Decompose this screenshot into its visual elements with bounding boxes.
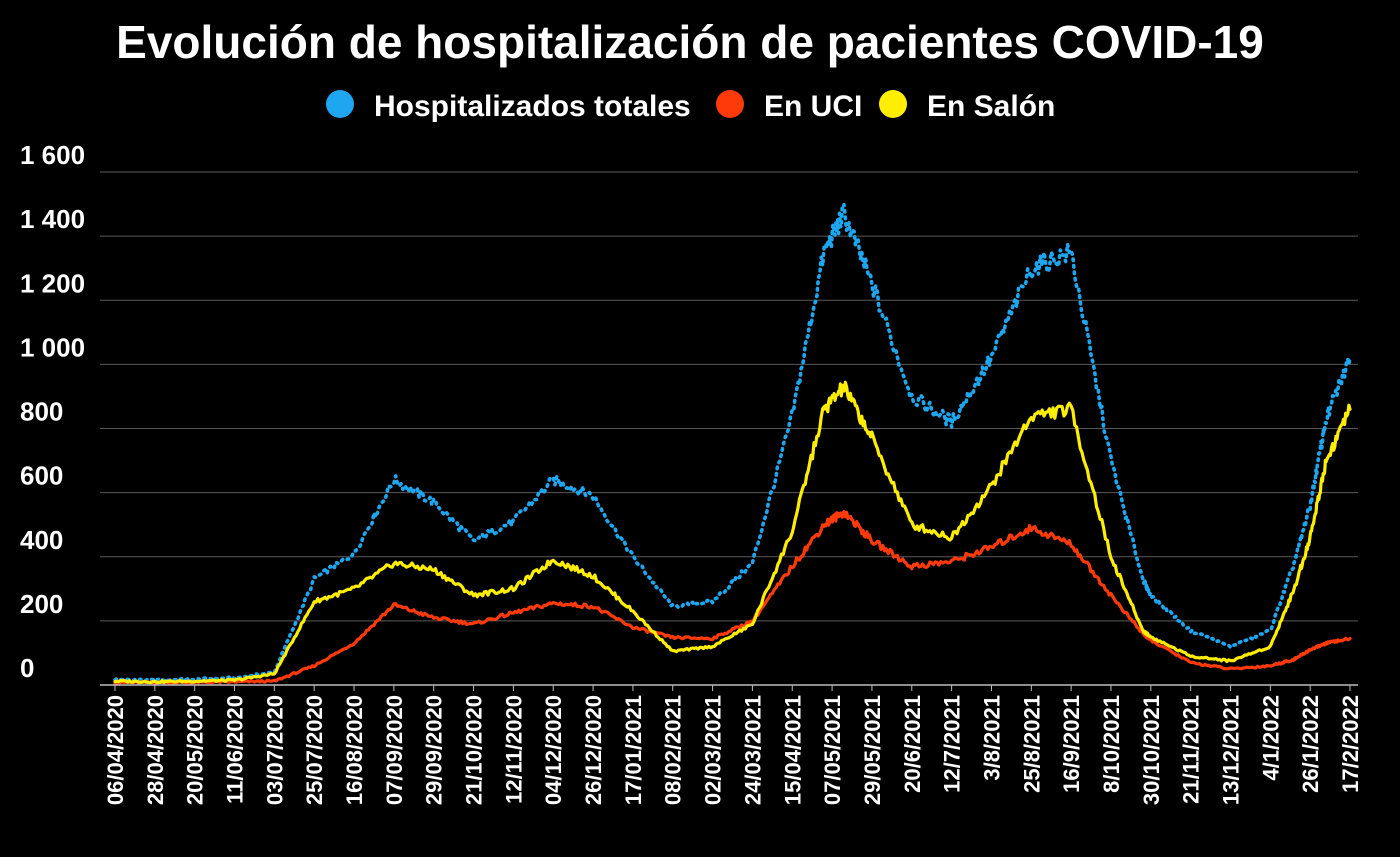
x-tick-label: 07/09/2020 [382,695,407,805]
series-line-hospitalizados [113,202,1352,683]
y-tick-label: 1 200 [20,268,85,298]
series-line-salon [113,380,1352,685]
x-tick-label: 11/06/2020 [223,695,248,804]
x-tick-label: 17/01/2021 [621,695,646,805]
x-tick-label: 15/04/2021 [780,695,805,805]
y-tick-label: 600 [20,461,63,491]
y-tick-label: 1 000 [20,332,85,362]
legend-marker-hospitalizados [326,90,354,118]
y-tick-label: 800 [20,397,63,427]
x-tick-label: 13/12/2021 [1218,695,1243,805]
x-tick-label: 16/9/2021 [1059,695,1084,793]
x-tick-label: 12/7/2021 [940,695,965,793]
x-tick-label: 12/11/2020 [501,695,526,804]
x-tick-label: 28/04/2020 [143,695,168,805]
x-tick-label: 02/03/2021 [701,695,726,805]
x-tick-label: 4/1/2022 [1258,695,1283,781]
x-tick-label: 06/04/2020 [103,695,128,805]
x-tick-label: 04/12/2020 [541,695,566,805]
legend-label-hospitalizados: Hospitalizados totales [374,90,691,123]
x-tick-label: 30/10/2021 [1139,695,1164,805]
x-tick-label: 20/05/2020 [183,695,208,805]
y-tick-label: 200 [20,589,63,619]
chart-title: Evolución de hospitalización de paciente… [116,16,1264,68]
x-tick-label: 25/8/2021 [1019,695,1044,793]
legend-marker-uci [716,90,744,118]
y-tick-label: 1 600 [20,140,85,170]
x-tick-label: 8/10/2021 [1099,695,1124,793]
x-tick-label: 26/12/2020 [581,695,606,805]
y-tick-label: 0 [20,653,34,683]
x-tick-label: 24/03/2021 [740,695,765,805]
x-tick-label: 03/07/2020 [262,695,287,805]
series-line-uci [113,510,1352,685]
x-tick-label: 16/08/2020 [342,695,367,805]
x-axis-ticks: 06/04/2020 28/04/2020 20/05/2020 11/06/2020… [103,685,1363,805]
x-tick-label: 20/6/2021 [900,695,925,793]
y-tick-label: 1 400 [20,204,85,234]
x-tick-label: 07/05/2021 [820,695,845,805]
x-tick-label: 29/05/2021 [860,695,885,805]
series-lines [113,202,1352,685]
y-tick-label: 400 [20,525,63,555]
x-tick-label: 17/2/2022 [1338,695,1363,793]
x-tick-label: 25/07/2020 [302,695,327,805]
x-tick-label: 29/09/2020 [422,695,447,805]
legend-marker-salon [879,90,907,118]
x-tick-label: 08/02/2021 [661,695,686,805]
x-tick-label: 26/1/2022 [1298,695,1323,793]
gridlines [100,171,1358,622]
legend-label-uci: En UCI [764,90,862,123]
x-tick-label: 21/11/2021 [1179,695,1204,804]
legend: Hospitalizados totales En UCI En Salón [326,90,1055,123]
legend-label-salon: En Salón [927,90,1055,123]
x-tick-label: 3/8/2021 [979,695,1004,781]
y-axis-ticks: 0 200 400 600 800 1 000 1 200 1 400 1 600 [20,140,85,683]
x-tick-label: 21/10/2020 [462,695,487,805]
